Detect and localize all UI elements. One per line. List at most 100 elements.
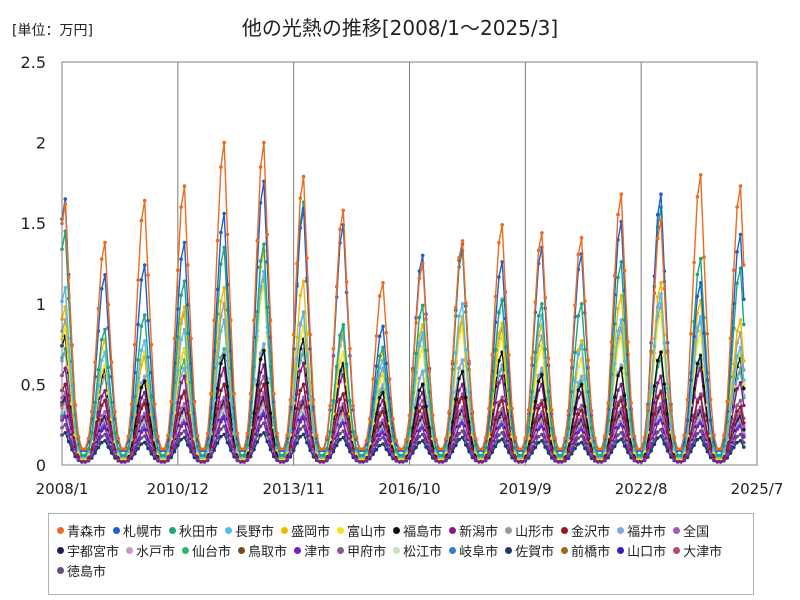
data-point	[738, 398, 743, 403]
data-point	[364, 448, 369, 452]
data-point	[278, 453, 283, 458]
data-point	[381, 345, 385, 350]
data-point	[679, 453, 683, 458]
data-point	[609, 450, 614, 455]
data-point	[63, 197, 68, 201]
data-point	[692, 415, 696, 420]
data-point	[659, 434, 663, 438]
data-point	[338, 424, 342, 429]
data-point	[136, 404, 140, 408]
data-point	[417, 428, 422, 433]
data-point	[219, 361, 223, 366]
data-point	[176, 368, 180, 373]
data-point	[93, 400, 97, 405]
data-point	[268, 411, 273, 416]
data-point	[258, 388, 263, 393]
data-point	[96, 368, 101, 372]
data-point	[612, 444, 617, 449]
data-point	[639, 453, 643, 458]
data-point	[305, 354, 309, 359]
data-point	[222, 414, 226, 419]
data-point	[457, 409, 461, 414]
data-point	[262, 242, 266, 246]
data-point	[467, 449, 471, 454]
data-point	[159, 453, 164, 458]
data-point	[301, 382, 306, 387]
data-point	[139, 436, 144, 440]
data-point	[222, 395, 226, 400]
data-point	[420, 426, 425, 430]
data-point	[450, 420, 455, 424]
data-point	[467, 420, 471, 424]
data-point	[457, 400, 461, 405]
data-point	[361, 453, 366, 458]
data-point	[742, 382, 746, 386]
data-point	[576, 381, 581, 385]
data-point	[305, 405, 309, 409]
data-point	[179, 338, 183, 342]
data-point	[341, 392, 346, 396]
data-point	[546, 389, 551, 394]
data-point	[139, 442, 144, 446]
series-盛岡市	[60, 248, 746, 459]
data-point	[262, 382, 266, 387]
data-point	[176, 412, 180, 416]
data-point	[222, 353, 226, 358]
data-point	[106, 365, 111, 370]
data-point	[139, 385, 144, 390]
data-point	[182, 435, 187, 440]
data-point	[652, 438, 657, 442]
data-point	[381, 442, 385, 446]
data-point	[146, 355, 150, 360]
data-point	[460, 421, 465, 425]
data-point	[698, 435, 703, 440]
data-point	[295, 406, 299, 411]
data-point	[179, 381, 183, 385]
data-point	[384, 447, 389, 452]
data-point	[738, 405, 743, 409]
data-point	[457, 366, 461, 370]
data-point	[420, 405, 425, 409]
data-point	[298, 369, 303, 373]
data-point	[497, 311, 501, 315]
data-point	[381, 410, 385, 414]
data-point	[222, 424, 226, 429]
data-point	[255, 406, 260, 411]
data-point	[655, 295, 660, 299]
data-point	[318, 453, 322, 458]
data-point	[341, 421, 346, 425]
data-point	[742, 322, 746, 327]
data-point	[358, 453, 362, 458]
data-point	[536, 434, 541, 439]
data-point	[321, 453, 326, 458]
data-point	[742, 386, 746, 391]
data-point	[341, 435, 346, 440]
data-point	[103, 350, 107, 355]
data-point	[652, 442, 657, 447]
data-point	[182, 429, 187, 433]
data-point	[586, 451, 590, 456]
data-point	[464, 395, 468, 400]
data-point	[742, 440, 746, 445]
data-point	[86, 447, 91, 451]
data-point	[543, 347, 547, 352]
data-point	[176, 335, 180, 339]
data-point	[106, 445, 111, 449]
data-point	[507, 450, 511, 455]
data-point	[732, 362, 736, 366]
data-point	[616, 433, 620, 437]
data-point	[377, 334, 382, 339]
data-point	[619, 431, 624, 435]
series-富山市	[60, 282, 746, 461]
data-point	[732, 422, 736, 426]
data-point	[540, 343, 544, 348]
data-point	[546, 451, 551, 455]
data-point	[417, 388, 422, 393]
data-point	[394, 448, 399, 452]
data-point	[417, 440, 422, 445]
data-point	[533, 445, 538, 450]
data-point	[129, 428, 134, 432]
data-point	[732, 405, 736, 409]
data-point	[530, 389, 534, 394]
data-point	[702, 357, 706, 361]
